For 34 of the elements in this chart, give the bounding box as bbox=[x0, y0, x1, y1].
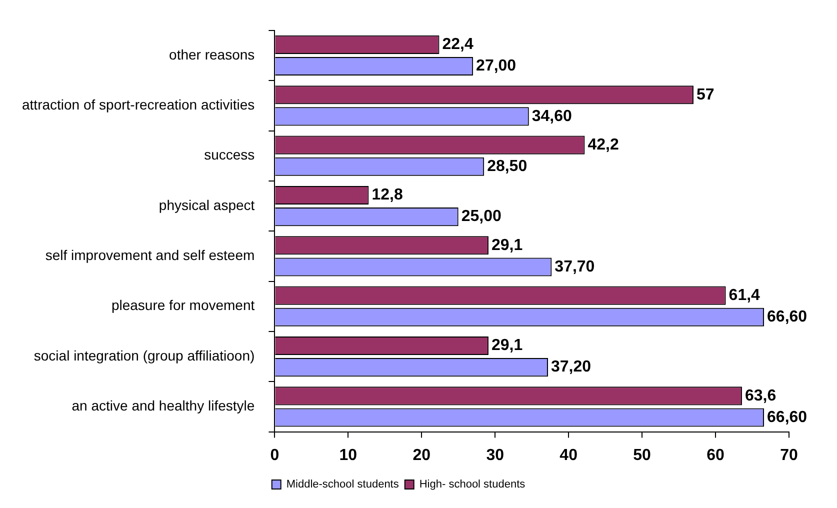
data-label: 37,70 bbox=[554, 258, 595, 276]
y-tick-label: physical aspect bbox=[158, 196, 255, 213]
y-tick-label: success bbox=[204, 146, 255, 163]
x-tick-label: 70 bbox=[780, 446, 798, 464]
data-label: 66,60 bbox=[767, 308, 808, 326]
y-tick-label: attraction of sport-recreation activities bbox=[22, 96, 255, 113]
data-label: 61,4 bbox=[728, 286, 760, 304]
y-tick-label: self improvement and self esteem bbox=[45, 247, 255, 264]
data-label: 29,1 bbox=[491, 337, 523, 354]
data-label: 37,20 bbox=[550, 358, 592, 376]
data-label: 28,50 bbox=[487, 158, 528, 176]
data-label: 63,6 bbox=[744, 387, 776, 404]
data-label: 25,00 bbox=[461, 208, 502, 226]
x-tick-label: 0 bbox=[270, 446, 280, 464]
x-tick-label: 50 bbox=[633, 446, 652, 464]
x-tick-label: 40 bbox=[560, 446, 578, 464]
data-label: 34,60 bbox=[532, 108, 572, 125]
data-label: 29,1 bbox=[491, 236, 523, 254]
data-label: 42,2 bbox=[588, 136, 619, 154]
data-label: 12,8 bbox=[372, 186, 403, 204]
y-tick-label: an active and healthy lifestyle bbox=[72, 398, 255, 414]
data-label: 66,60 bbox=[767, 408, 808, 426]
x-tick-label: 20 bbox=[412, 446, 431, 464]
data-label: 22,4 bbox=[442, 36, 474, 54]
x-tick-label: 60 bbox=[706, 446, 725, 464]
y-tick-label: pleasure for movement bbox=[111, 297, 255, 314]
y-tick-label: other reasons bbox=[169, 46, 255, 62]
data-label: 57 bbox=[696, 86, 714, 104]
data-label: 27,00 bbox=[476, 58, 516, 75]
legend-label: Middle-school students bbox=[286, 478, 400, 491]
x-tick-label: 30 bbox=[486, 446, 504, 464]
x-tick-label: 10 bbox=[339, 446, 358, 464]
legend-label: High- school students bbox=[419, 478, 526, 491]
y-tick-label: social integration (group affiliatioon) bbox=[34, 347, 255, 364]
